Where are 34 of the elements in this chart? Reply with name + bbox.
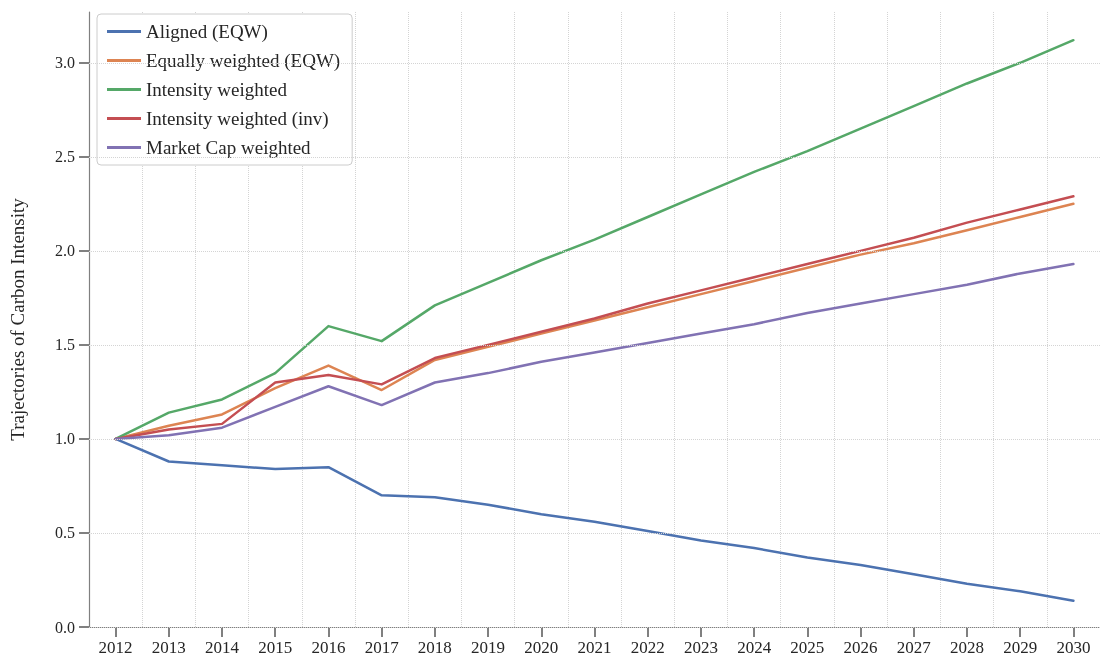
x-tick-label: 2014 — [205, 638, 240, 657]
x-tick-label: 2013 — [151, 638, 186, 657]
x-tick-label: 2029 — [1003, 638, 1038, 657]
legend-label: Equally weighted (EQW) — [146, 50, 341, 72]
y-tick-label: 1.0 — [55, 430, 75, 448]
x-tick-label: 2023 — [683, 638, 718, 657]
y-axis-title: Trajectories of Carbon Intensity — [7, 197, 28, 441]
legend-label: Aligned (EQW) — [146, 21, 268, 43]
x-tick-label: 2025 — [790, 638, 825, 657]
x-tick-label: 2020 — [524, 638, 559, 657]
y-tick-label: 2.5 — [55, 148, 75, 166]
x-tick-label: 2026 — [843, 638, 878, 657]
x-tick-label: 2028 — [949, 638, 984, 657]
x-tick-label: 2017 — [364, 638, 400, 657]
y-tick-label: 0.5 — [55, 524, 75, 542]
x-tick-label: 2027 — [896, 638, 932, 657]
x-tick-label: 2021 — [577, 638, 612, 657]
legend-label: Intensity weighted — [146, 79, 288, 100]
x-tick-label: 2022 — [630, 638, 665, 657]
legend-label: Market Cap weighted — [146, 137, 312, 158]
y-tick-label: 2.0 — [55, 242, 75, 260]
x-tick-label: 2016 — [311, 638, 346, 657]
x-tick-label: 2030 — [1056, 638, 1091, 657]
legend-label: Intensity weighted (inv) — [146, 108, 329, 130]
x-tick-label: 2019 — [471, 638, 506, 657]
x-tick-label: 2024 — [737, 638, 772, 657]
y-tick-label: 3.0 — [55, 54, 75, 72]
x-tick-label: 2015 — [258, 638, 293, 657]
y-tick-label: 1.5 — [55, 336, 75, 354]
x-tick-label: 2012 — [98, 638, 133, 657]
line-series — [114, 262, 1075, 441]
line-series — [114, 437, 1075, 602]
y-tick-label: 0.0 — [55, 618, 75, 636]
x-tick-label: 2018 — [417, 638, 452, 657]
